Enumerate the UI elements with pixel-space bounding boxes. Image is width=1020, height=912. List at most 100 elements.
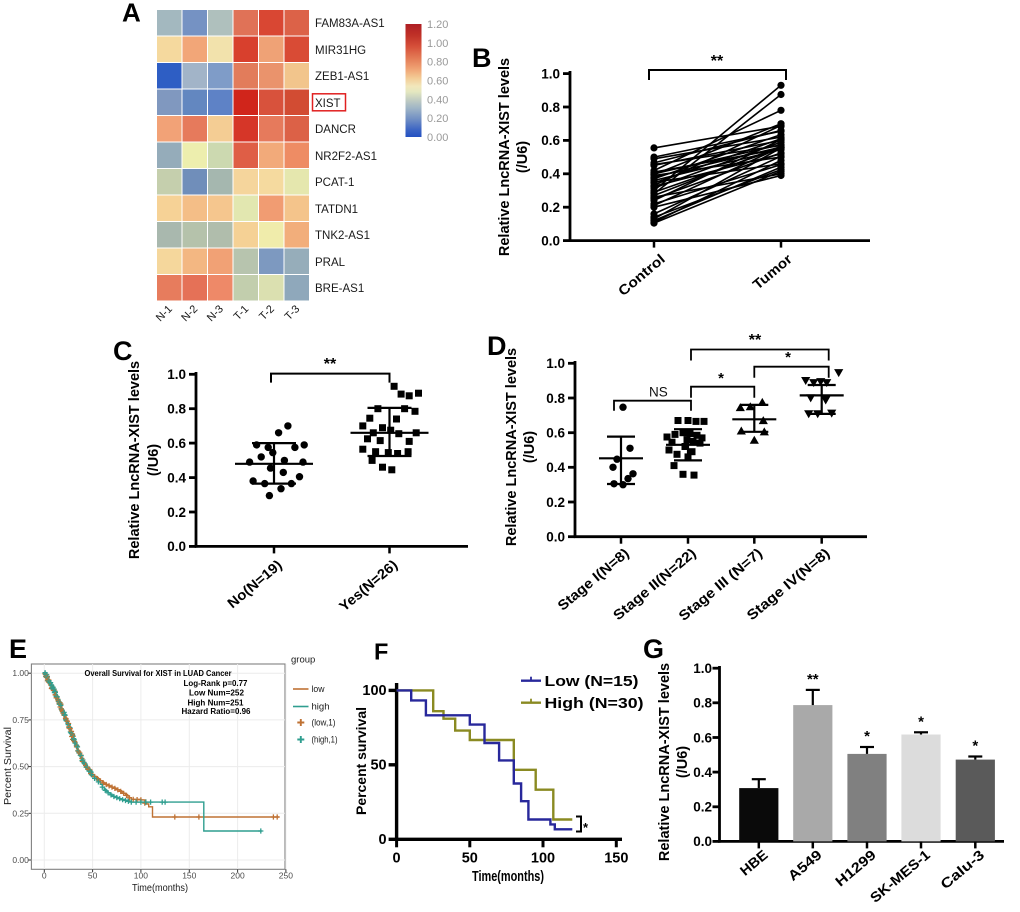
svg-text:(/U6): (/U6) bbox=[515, 141, 531, 173]
svg-text:50: 50 bbox=[370, 758, 386, 774]
svg-text:BRE-AS1: BRE-AS1 bbox=[315, 283, 364, 295]
svg-text:0.0: 0.0 bbox=[541, 233, 560, 248]
svg-text:*: * bbox=[718, 370, 724, 387]
svg-text:0.8: 0.8 bbox=[541, 100, 560, 115]
svg-text:E: E bbox=[9, 634, 27, 664]
svg-text:0.2: 0.2 bbox=[693, 800, 712, 815]
svg-text:100: 100 bbox=[134, 871, 148, 881]
svg-text:1.20: 1.20 bbox=[427, 19, 448, 31]
svg-text:0.0: 0.0 bbox=[693, 834, 712, 849]
svg-text:*: * bbox=[785, 349, 791, 366]
svg-text:*: * bbox=[918, 713, 924, 730]
svg-text:0.60: 0.60 bbox=[427, 76, 448, 88]
svg-text:Relative LncRNA-XIST levels: Relative LncRNA-XIST levels bbox=[504, 348, 520, 546]
svg-text:Relative LncRNA-XIST levels: Relative LncRNA-XIST levels bbox=[657, 663, 673, 861]
svg-text:200: 200 bbox=[231, 871, 245, 881]
svg-text:High Num=251: High Num=251 bbox=[188, 697, 244, 707]
svg-text:Percent Survival: Percent Survival bbox=[3, 727, 14, 805]
svg-text:1.00: 1.00 bbox=[12, 668, 29, 678]
svg-text:0: 0 bbox=[393, 850, 401, 866]
svg-text:low: low bbox=[312, 684, 325, 694]
svg-text:0.4: 0.4 bbox=[541, 167, 560, 182]
svg-text:0.6: 0.6 bbox=[693, 730, 712, 745]
svg-text:0.8: 0.8 bbox=[167, 402, 186, 417]
svg-text:(low,1): (low,1) bbox=[312, 718, 336, 728]
svg-text:*: * bbox=[583, 820, 589, 835]
svg-text:FAM83A-AS1: FAM83A-AS1 bbox=[315, 18, 385, 30]
svg-text:1.00: 1.00 bbox=[427, 38, 448, 50]
svg-text:0.75: 0.75 bbox=[12, 715, 29, 725]
svg-text:100: 100 bbox=[531, 850, 555, 866]
svg-text:NS: NS bbox=[649, 385, 668, 400]
svg-text:D: D bbox=[487, 331, 507, 361]
svg-text:50: 50 bbox=[88, 871, 98, 881]
svg-text:**: ** bbox=[749, 332, 762, 349]
svg-text:0: 0 bbox=[379, 832, 387, 848]
svg-text:C: C bbox=[113, 336, 133, 366]
svg-text:Time(months): Time(months) bbox=[472, 869, 544, 885]
svg-text:0.6: 0.6 bbox=[546, 426, 565, 441]
svg-text:NR2F2-AS1: NR2F2-AS1 bbox=[315, 151, 377, 163]
svg-text:Log-Rank p=0.77: Log-Rank p=0.77 bbox=[184, 678, 248, 688]
svg-text:0.2: 0.2 bbox=[541, 200, 560, 215]
svg-text:Low (N=15): Low (N=15) bbox=[545, 674, 639, 690]
svg-text:B: B bbox=[472, 43, 492, 73]
svg-text:1.0: 1.0 bbox=[693, 661, 712, 676]
svg-text:XIST: XIST bbox=[315, 98, 341, 110]
svg-text:Percent survival: Percent survival bbox=[353, 707, 369, 815]
svg-text:TNK2-AS1: TNK2-AS1 bbox=[315, 230, 370, 242]
svg-text:High (N=30): High (N=30) bbox=[545, 696, 644, 712]
svg-text:150: 150 bbox=[604, 850, 628, 866]
svg-text:Low Num=252: Low Num=252 bbox=[189, 688, 244, 698]
svg-text:**: ** bbox=[807, 671, 819, 688]
svg-text:(high,1): (high,1) bbox=[312, 735, 338, 745]
svg-text:1.0: 1.0 bbox=[167, 367, 186, 382]
svg-text:PRAL: PRAL bbox=[315, 257, 346, 269]
svg-text:0.00: 0.00 bbox=[427, 132, 448, 144]
svg-text:0.4: 0.4 bbox=[693, 765, 712, 780]
svg-text:0.50: 0.50 bbox=[12, 762, 29, 772]
svg-text:(/U6): (/U6) bbox=[146, 444, 162, 476]
svg-text:MIR31HG: MIR31HG bbox=[315, 45, 366, 57]
svg-text:Time(months): Time(months) bbox=[132, 882, 188, 894]
svg-text:ZEB1-AS1: ZEB1-AS1 bbox=[315, 71, 369, 83]
svg-text:PCAT-1: PCAT-1 bbox=[315, 177, 354, 189]
svg-text:Relative LncRNA-XIST levels: Relative LncRNA-XIST levels bbox=[497, 58, 513, 256]
svg-text:Overall Survival for XIST in L: Overall Survival for XIST in LUAD Cancer bbox=[85, 668, 233, 678]
svg-text:0.80: 0.80 bbox=[427, 57, 448, 69]
svg-text:1.0: 1.0 bbox=[541, 66, 560, 81]
svg-text:0.2: 0.2 bbox=[167, 505, 186, 520]
svg-text:(/U6): (/U6) bbox=[522, 431, 538, 463]
svg-text:Hazard Ratio=0.96: Hazard Ratio=0.96 bbox=[182, 706, 251, 716]
svg-text:1.0: 1.0 bbox=[546, 356, 565, 371]
svg-text:**: ** bbox=[324, 356, 337, 373]
svg-text:group: group bbox=[291, 655, 315, 666]
svg-text:0: 0 bbox=[42, 871, 47, 881]
svg-text:*: * bbox=[864, 728, 870, 745]
svg-text:0.6: 0.6 bbox=[167, 436, 186, 451]
svg-text:TATDN1: TATDN1 bbox=[315, 204, 358, 216]
svg-text:250: 250 bbox=[279, 871, 293, 881]
svg-text:0.2: 0.2 bbox=[546, 495, 565, 510]
svg-text:0.25: 0.25 bbox=[12, 808, 29, 818]
svg-text:(/U6): (/U6) bbox=[675, 746, 691, 778]
svg-text:G: G bbox=[643, 634, 664, 664]
svg-text:100: 100 bbox=[362, 683, 386, 699]
svg-text:A: A bbox=[122, 0, 141, 28]
svg-text:F: F bbox=[374, 639, 388, 665]
svg-text:150: 150 bbox=[182, 871, 196, 881]
svg-text:0.4: 0.4 bbox=[167, 470, 186, 485]
svg-text:0.40: 0.40 bbox=[427, 94, 448, 106]
svg-text:0.20: 0.20 bbox=[427, 113, 448, 125]
svg-text:0.0: 0.0 bbox=[546, 530, 565, 545]
svg-text:high: high bbox=[312, 701, 330, 711]
svg-text:Relative LncRNA-XIST levels: Relative LncRNA-XIST levels bbox=[127, 361, 143, 559]
svg-text:0.8: 0.8 bbox=[546, 391, 565, 406]
svg-text:50: 50 bbox=[462, 850, 478, 866]
svg-text:0.6: 0.6 bbox=[541, 133, 560, 148]
svg-text:0.4: 0.4 bbox=[546, 460, 565, 475]
svg-text:**: ** bbox=[711, 53, 724, 70]
svg-text:0.00: 0.00 bbox=[12, 855, 29, 865]
svg-text:0.0: 0.0 bbox=[167, 539, 186, 554]
svg-text:*: * bbox=[972, 738, 978, 755]
